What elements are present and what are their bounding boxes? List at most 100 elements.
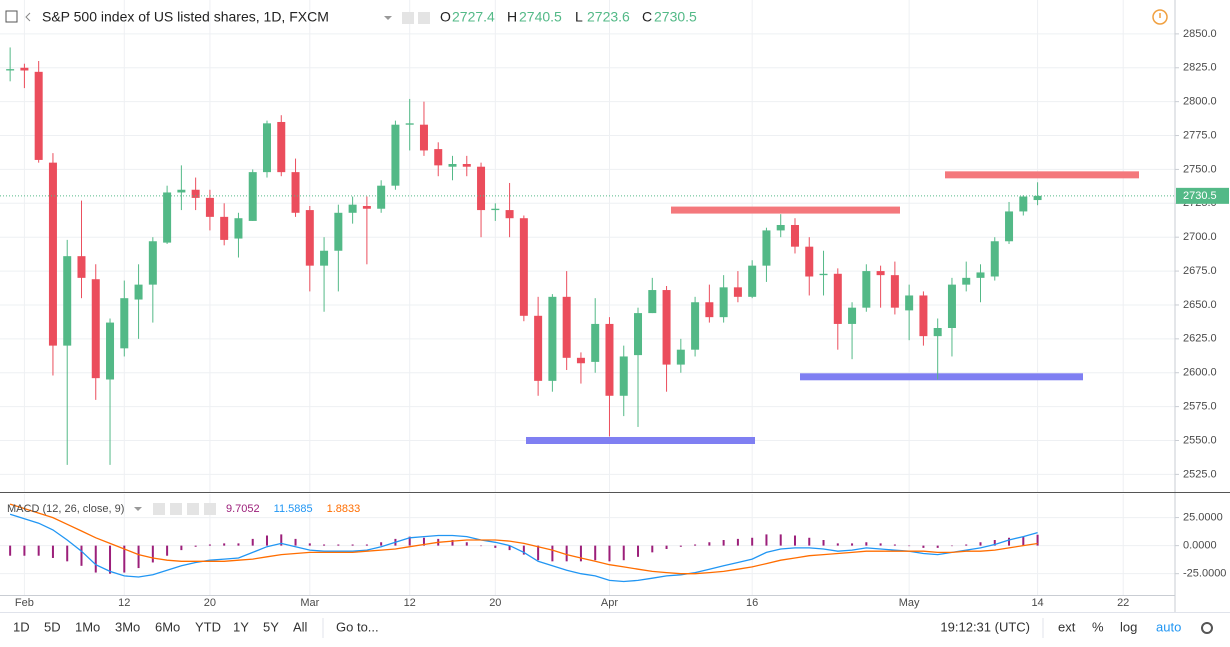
plot [0, 47, 1175, 583]
y-tick-label: -25.0000 [1183, 568, 1226, 580]
settings-icon[interactable] [418, 12, 430, 24]
candle-body [120, 298, 129, 349]
arrow-icon[interactable] [25, 12, 31, 22]
candle-body [77, 256, 86, 278]
goto-button[interactable]: Go to... [336, 619, 379, 634]
macd-histogram-bar [879, 543, 882, 546]
ohlc-key: O [440, 9, 451, 25]
collapse-icon[interactable] [5, 10, 18, 23]
ext-button[interactable]: ext [1058, 619, 1076, 634]
macd-histogram-bar [979, 542, 982, 546]
axes: 2525.0 2550.0 2575.0 2600.0 2625.0 2650.0 2675… [15, 28, 1229, 609]
macd-histogram-bar [294, 538, 297, 546]
horizontal-level [671, 206, 900, 214]
y-tick-label: 0.0000 [1183, 540, 1217, 552]
y-tick-label: 2675.0 [1183, 265, 1217, 277]
macd-histogram-bar [565, 545, 568, 562]
candle-body [962, 277, 971, 285]
dropdown-icon[interactable] [384, 16, 392, 20]
timeframe-button[interactable]: 1Mo [75, 619, 100, 634]
macd-histogram-bar [137, 545, 140, 569]
alert-icon[interactable] [1152, 9, 1168, 25]
macd-histogram-bar [123, 545, 126, 573]
macd-histogram-bar [308, 543, 311, 546]
y-tick-label: 2600.0 [1183, 367, 1217, 379]
last-price-label: 2730.5 [1183, 190, 1217, 202]
y-tick-label: 2700.0 [1183, 231, 1217, 243]
candle-body [605, 323, 614, 396]
x-tick-label: Feb [15, 597, 34, 609]
x-tick-label: 12 [404, 597, 416, 609]
macd-histogram-bar [793, 535, 796, 546]
eye-icon[interactable] [153, 503, 165, 515]
settings-icon[interactable] [170, 503, 182, 515]
candle-body [619, 356, 628, 396]
macd-histogram-bar [736, 538, 739, 546]
candle-body [1005, 211, 1014, 242]
close-icon[interactable] [204, 503, 216, 515]
ohlc-key: C [642, 9, 652, 25]
timeframe-button[interactable]: All [293, 619, 308, 634]
macd-histogram-bar [51, 545, 54, 558]
timeframe-button[interactable]: 3Mo [115, 619, 140, 634]
macd-histogram-bar [422, 537, 425, 546]
macd-histogram-bar [237, 543, 240, 546]
macd-histogram-bar [166, 545, 169, 556]
macd-histogram-bar [822, 540, 825, 546]
timeframe-button[interactable]: 6Mo [155, 619, 180, 634]
candle-body [976, 272, 985, 278]
candle-body [491, 208, 500, 211]
settings-icon[interactable] [1201, 622, 1213, 634]
candle-body [234, 218, 243, 239]
eye-icon[interactable] [402, 12, 414, 24]
candle-body [691, 302, 700, 350]
candle-body [148, 241, 157, 285]
candle-body [262, 123, 271, 173]
candle-body [947, 284, 956, 328]
y-tick-label: 2550.0 [1183, 434, 1217, 446]
candle-body [434, 149, 443, 166]
macd-histogram-bar [965, 544, 968, 546]
candle-body [6, 69, 15, 71]
candle-body [477, 166, 486, 211]
candle-body [790, 224, 799, 247]
candle-body [405, 123, 414, 125]
macd-histogram-bar [9, 545, 12, 556]
macd-histogram-bar [208, 544, 211, 546]
candle-body [177, 189, 186, 193]
macd-histogram-bar [265, 535, 268, 546]
macd-histogram-bar [608, 545, 611, 562]
macd-histogram-bar [365, 544, 368, 546]
macd-histogram-bar [23, 545, 26, 556]
macd-histogram-bar [637, 545, 640, 557]
candle-body [776, 224, 785, 231]
macd-histogram-bar [223, 543, 226, 546]
timeframe-button[interactable]: 5Y [263, 619, 279, 634]
candle-body [733, 287, 742, 297]
ohlc-value: 2727.4 [452, 9, 495, 25]
candle-body [320, 250, 329, 266]
candle-body [305, 210, 314, 266]
timeframe-button[interactable]: 1D [13, 619, 30, 634]
candle-body [876, 271, 885, 276]
macd-histogram-bar [37, 545, 40, 556]
timeframe-button[interactable]: 5D [44, 619, 61, 634]
macd-histogram-bar [950, 545, 953, 547]
macd-histogram-bar [851, 543, 854, 546]
add-icon[interactable] [187, 503, 199, 515]
timeframe-button[interactable]: YTD [195, 619, 221, 634]
x-tick-label: Apr [601, 597, 618, 609]
auto-button[interactable]: auto [1156, 619, 1181, 634]
candle-body [134, 284, 143, 300]
timeframe-button[interactable]: 1Y [233, 619, 249, 634]
last-price-box [1176, 187, 1229, 204]
ohlc-key: H [507, 9, 517, 25]
dropdown-icon[interactable] [134, 507, 142, 511]
candle-body [890, 275, 899, 308]
candle-body [91, 279, 100, 379]
percent-button[interactable]: % [1092, 619, 1104, 634]
log-button[interactable]: log [1120, 619, 1137, 634]
macd-histogram-bar [109, 545, 112, 574]
